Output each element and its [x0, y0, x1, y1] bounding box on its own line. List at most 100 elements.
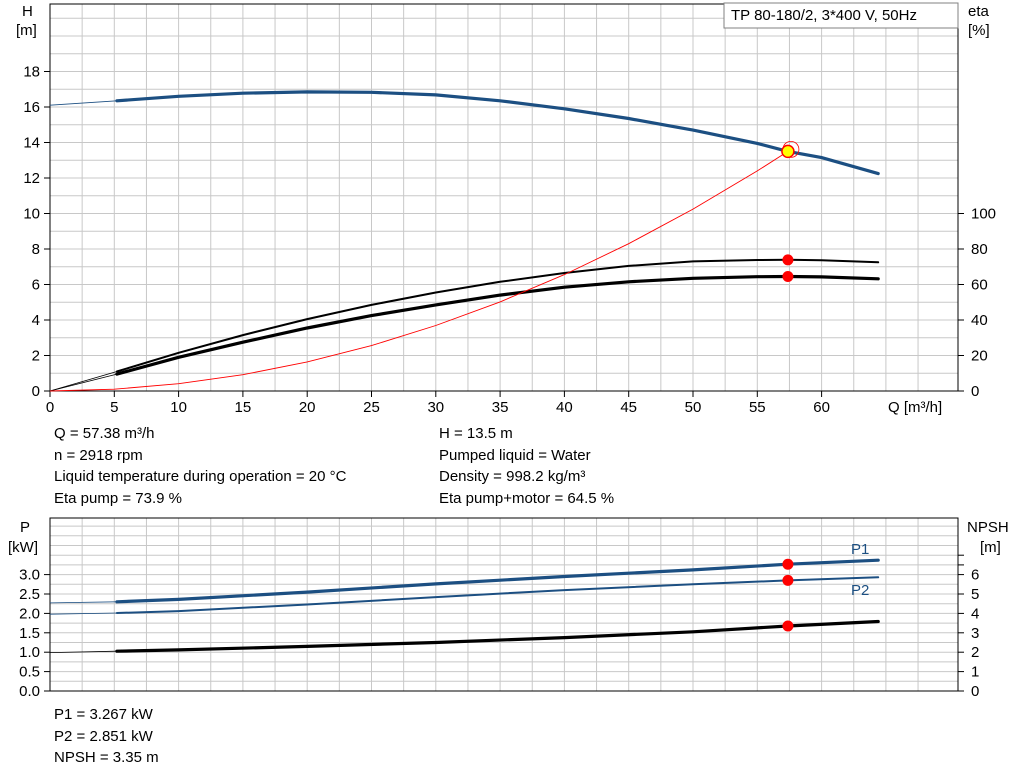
q-tick-label: 40 — [556, 399, 573, 416]
npsh-tick-label: 2 — [971, 644, 979, 661]
p-tick-label: 3.0 — [19, 567, 40, 584]
top-left-axis: 0 2 4 6 8 10 12 14 16 18 — [23, 64, 50, 400]
q-tick-label: 20 — [299, 399, 316, 416]
npsh-axis-unit: [m] — [980, 539, 1001, 556]
npsh-axis-label: NPSH — [967, 519, 1009, 536]
eta-pump-motor-duty-marker — [782, 271, 794, 283]
top-right-axis: 0 20 40 60 80 100 — [958, 206, 996, 400]
bottom-left-axis: 0.0 0.5 1.0 1.5 2.0 2.5 3.0 — [19, 567, 50, 700]
pump-title: TP 80-180/2, 3*400 V, 50Hz — [731, 7, 917, 24]
h-tick-label: 8 — [32, 241, 40, 258]
operating-info-right: H = 13.5 m Pumped liquid = Water Density… — [439, 423, 614, 509]
q-tick-label: 25 — [363, 399, 380, 416]
operating-info-left: Q = 57.38 m³/h n = 2918 rpm Liquid tempe… — [54, 423, 346, 509]
h-tick-label: 10 — [23, 206, 40, 223]
info-npsh: NPSH = 3.35 m — [54, 749, 159, 766]
p-tick-label: 0.5 — [19, 664, 40, 681]
bottom-right-axis: 0 1 2 3 4 5 6 — [958, 554, 979, 700]
info-head: H = 13.5 m — [439, 425, 513, 442]
npsh-curve — [115, 619, 880, 653]
q-tick-label: 10 — [170, 399, 187, 416]
npsh-tick-label: 4 — [971, 605, 979, 622]
npsh-tick-label: 0 — [971, 683, 979, 700]
eta-tick-label: 60 — [971, 277, 988, 294]
p-tick-label: 1.5 — [19, 625, 40, 642]
info-p2: P2 = 2.851 kW — [54, 727, 153, 745]
eta-pump-motor-curve-extension — [49, 373, 117, 392]
h-curve-extension — [49, 100, 117, 106]
npsh-tick-label: 6 — [971, 567, 979, 584]
top-x-axis: 0 5 10 15 20 25 30 35 40 45 50 55 60 — [46, 391, 830, 416]
eta-axis-label: eta — [968, 3, 990, 20]
q-tick-label: 15 — [235, 399, 252, 416]
h-axis-unit: [m] — [16, 22, 37, 39]
npsh-tick-label: 1 — [971, 664, 979, 681]
info-eta-pump-motor: Eta pump+motor = 64.5 % — [439, 489, 615, 507]
p2-duty-marker — [782, 574, 794, 586]
info-liquid-temperature: Liquid temperature during operation = 20… — [54, 468, 347, 485]
npsh-curve-extension — [49, 650, 117, 653]
bottom-chart-grid — [49, 518, 958, 692]
top-chart-frame — [49, 3, 959, 392]
q-tick-label: 35 — [492, 399, 509, 416]
system-curve — [49, 151, 789, 392]
eta-pump-duty-marker — [782, 254, 794, 266]
top-chart-grid — [49, 4, 958, 392]
eta-pump-curve-extension — [49, 371, 118, 392]
h-tick-label: 6 — [32, 277, 40, 294]
h-tick-label: 14 — [23, 135, 40, 152]
p2-series-label: P2 — [851, 582, 869, 599]
p1-series-label: P1 — [851, 541, 869, 558]
info-p1: P1 = 3.267 kW — [54, 706, 153, 723]
pump-title-box — [723, 2, 959, 29]
p2-curve-extension — [49, 612, 117, 615]
p-tick-label: 2.5 — [19, 586, 40, 603]
top-chart-curves — [49, 90, 880, 392]
p-axis-label: P — [20, 519, 30, 536]
p-tick-label: 1.0 — [19, 644, 40, 661]
power-info: P1 = 3.267 kW P2 = 2.851 kW NPSH = 3.35 … — [54, 704, 159, 769]
h-tick-label: 0 — [32, 383, 40, 400]
h-tick-label: 2 — [32, 348, 40, 365]
npsh-tick-label: 5 — [971, 586, 979, 603]
p1-duty-marker — [782, 558, 794, 570]
info-eta-pump: Eta pump = 73.9 % — [54, 489, 182, 507]
npsh-tick-label: 3 — [971, 625, 979, 642]
h-axis-label: H — [22, 3, 33, 20]
p1-curve-extension — [49, 601, 117, 604]
eta-tick-label: 100 — [971, 206, 996, 223]
bottom-chart-frame — [49, 517, 959, 692]
npsh-duty-marker — [782, 620, 794, 632]
eta-tick-label: 80 — [971, 241, 988, 258]
p-tick-label: 0.0 — [19, 683, 40, 700]
h-tick-label: 12 — [23, 170, 40, 187]
info-density: Density = 998.2 kg/m³ — [439, 468, 586, 485]
q-tick-label: 50 — [685, 399, 702, 416]
q-tick-label: 0 — [46, 399, 54, 416]
info-flow: Q = 57.38 m³/h — [54, 425, 155, 442]
eta-pump-motor-curve — [115, 274, 880, 376]
eta-tick-label: 20 — [971, 348, 988, 365]
q-tick-label: 60 — [813, 399, 830, 416]
p-axis-unit: [kW] — [8, 539, 38, 556]
eta-tick-label: 40 — [971, 312, 988, 329]
h-curve — [115, 90, 880, 176]
info-pumped-liquid: Pumped liquid = Water — [439, 446, 591, 464]
q-axis-label: Q [m³/h] — [888, 399, 942, 416]
p1-curve — [115, 558, 880, 604]
p-tick-label: 2.0 — [19, 605, 40, 622]
q-tick-label: 55 — [749, 399, 766, 416]
info-speed: n = 2918 rpm — [54, 446, 143, 464]
q-tick-label: 30 — [427, 399, 444, 416]
duty-point-marker — [781, 144, 795, 159]
eta-axis-unit: [%] — [968, 22, 990, 39]
q-tick-label: 45 — [620, 399, 637, 416]
h-tick-label: 18 — [23, 64, 40, 81]
eta-tick-label: 0 — [971, 383, 979, 400]
h-tick-label: 16 — [23, 99, 40, 116]
q-tick-label: 5 — [110, 399, 118, 416]
bottom-chart-curves — [49, 558, 880, 653]
p2-curve — [115, 576, 880, 614]
h-tick-label: 4 — [32, 312, 40, 329]
